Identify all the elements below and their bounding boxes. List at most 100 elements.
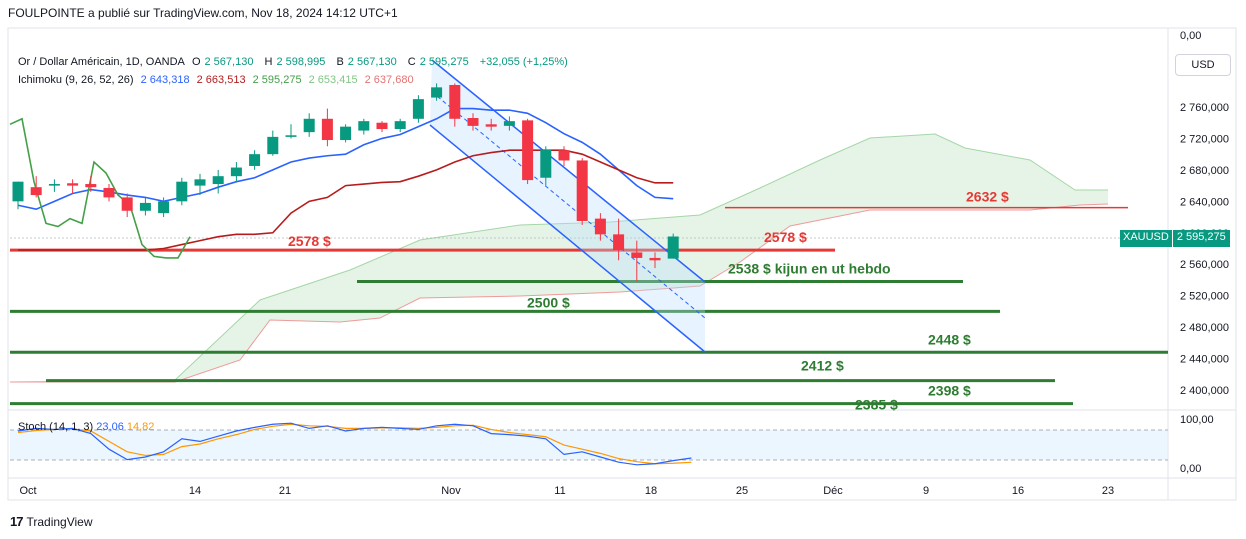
annotation-label: 2398 $ [928,383,971,399]
horizontal-lines [10,206,1168,406]
y-tick-label: 2 480,000 [1180,322,1229,334]
x-tick-label: 14 [189,485,201,497]
annotation-label: 2538 $ kijun en ut hebdo [728,261,891,277]
y-tick-label: 0,00 [1180,30,1201,42]
candle-body [121,197,133,211]
candle-body [194,179,206,186]
candle-body [540,149,552,178]
candle-body [631,252,643,258]
candle-body [522,120,534,181]
stoch-k-value: 23,06 [96,421,124,433]
candle-body [103,187,115,198]
candle-body [449,84,461,119]
span-a-line [9,133,1108,383]
y-tick-label: 2 640,000 [1180,196,1229,208]
candle-body [576,160,588,221]
x-tick-label: 18 [645,485,657,497]
descending-channel [429,59,706,353]
tradingview-footer[interactable]: 17 TradingView [10,514,93,529]
candle-body [467,118,479,126]
candles [12,83,679,282]
x-tick-label: Nov [441,485,461,497]
annotation-label: 2412 $ [801,358,844,374]
y-tick-label: 2 720,000 [1180,133,1229,145]
publisher-header: FOULPOINTE a publié sur TradingView.com,… [8,6,398,20]
candle-body [649,257,661,261]
x-tick-label: 21 [279,485,291,497]
candle-body [158,201,170,214]
channel-mid [431,91,706,319]
candle-body [212,176,224,185]
channel-upper [431,59,706,283]
y-tick-label: 2 520,000 [1180,291,1229,303]
stoch-d-line [17,423,692,465]
candle-body [613,234,625,251]
ichimoku-value-4: 2 653,415 [308,74,358,86]
y-tick-label: 2 440,000 [1180,354,1229,366]
x-tick-label: 23 [1102,485,1114,497]
candle-body [431,87,443,98]
x-tick-label: 25 [736,485,748,497]
candle-body [412,99,424,119]
annotation-label: 2500 $ [527,294,570,310]
candle-body [85,184,97,188]
candle-body [30,187,42,196]
y-tick-label: 2 560,000 [1180,259,1229,271]
grid-layer [7,27,1237,501]
candle-body [176,181,188,202]
stoch-band [10,430,1168,460]
candle-body [358,121,370,131]
candle-body [321,118,333,141]
change-value: +32,055 (+1,25%) [479,56,568,68]
candle-body [667,236,679,259]
stoch-k-line [17,422,692,466]
x-tick-label: 9 [923,485,929,497]
brand-name: TradingView [26,514,93,529]
candle-body [230,167,242,177]
stoch-legend[interactable]: Stoch (14, 1, 3) 23,06 14,82 [18,421,154,433]
span-b-line [10,203,1109,383]
candle-body [303,118,315,133]
annotations: 2632 $ 2578 $ 2578 $ 2538 $ kijun en ut heb… [288,189,1009,413]
tradingview-logo-icon: 17 [10,514,24,529]
candle-body [267,136,279,155]
candle-body [594,218,606,235]
annotation-label: 2448 $ [928,331,971,347]
candle-body [12,181,24,202]
annotation-label: 2385 $ [855,397,898,413]
axes: 0,00 2 760,000 2 720,000 2 680,000 2 640,000… [19,30,1229,497]
candle-body [285,135,297,137]
ichimoku-label: Ichimoku (9, 26, 52, 26) [18,74,134,86]
annotation-label: 2632 $ [966,189,1009,205]
x-tick-label: 16 [1012,485,1024,497]
ichimoku-chikou-line [9,117,191,259]
candle-body [340,126,352,141]
x-tick-label: 11 [554,485,565,497]
ichimoku-cloud [9,133,1109,383]
candle-body [376,122,388,130]
stoch-d-value: 14,82 [126,421,155,433]
stoch-label: Stoch (14, 1, 3) [18,421,94,433]
channel-fill [430,60,705,352]
ichimoku-value-2: 2 663,513 [196,74,246,86]
y-tick-label: 2 760,000 [1180,102,1229,114]
currency-button[interactable]: USD [1175,54,1231,76]
candle-body [394,121,406,130]
ichimoku-value-1: 2 643,318 [140,74,190,86]
candle-body [48,184,60,186]
candle-body [139,202,151,211]
price-tag-value: 2 595,275 [1172,230,1230,247]
candle-body [558,150,570,161]
chart-frame [7,27,1237,501]
price-tag-symbol: XAUUSD [1120,230,1172,247]
ichimoku-legend[interactable]: Ichimoku (9, 26, 52, 26) 2 643,318 2 663… [18,74,418,86]
annotation-label: 2578 $ [764,229,807,245]
candle-body [485,124,497,127]
x-tick-label: Déc [823,485,843,497]
